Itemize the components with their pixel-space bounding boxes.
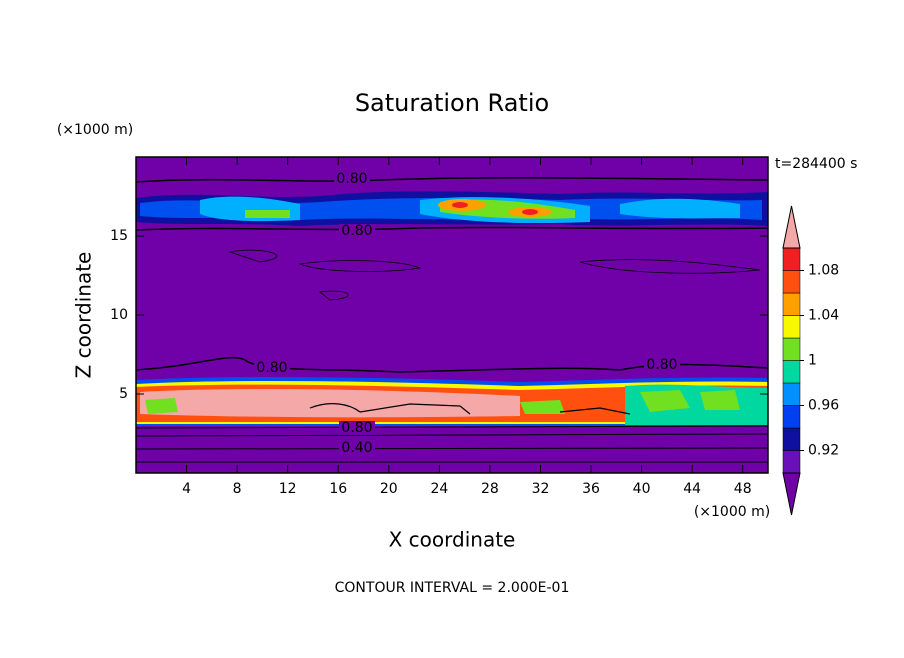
field	[136, 157, 768, 473]
contours	[135, 176, 769, 463]
colorbar-under	[782, 472, 801, 516]
x-tick-label: 32	[532, 481, 550, 497]
field-band	[145, 390, 740, 414]
contour-label: 0.80	[341, 420, 372, 436]
x-axis-label: X coordinate	[389, 528, 516, 552]
x-tick-label: 36	[582, 481, 600, 497]
colorbar-box	[782, 315, 801, 339]
footer: CONTOUR INTERVAL = 2.000E-01	[335, 580, 570, 596]
colorbar-box	[782, 450, 801, 474]
x-tick-label: 16	[329, 481, 347, 497]
contour-line	[228, 249, 761, 301]
colorbar-box	[782, 337, 801, 361]
y-axis-label: Z coordinate	[72, 252, 96, 379]
field-band	[522, 209, 538, 215]
x-unit: (×1000 m)	[694, 504, 770, 520]
x-tick-label: 28	[481, 481, 499, 497]
y-unit: (×1000 m)	[57, 122, 133, 138]
y-tick-label: 5	[119, 386, 128, 402]
contour-label-bg	[339, 441, 375, 455]
colorbar-box	[782, 247, 801, 271]
contour-label-bg	[644, 358, 680, 372]
contour-line	[135, 226, 769, 231]
contour-label: 0.80	[336, 171, 367, 187]
contour-label-bg	[254, 361, 290, 375]
x-tick-label: 24	[430, 481, 448, 497]
colorbar-over	[782, 205, 801, 249]
contour-label: 0.80	[341, 223, 372, 239]
contour-line	[135, 176, 769, 183]
contour-label: 0.80	[646, 357, 677, 373]
contour-label: 0.80	[256, 360, 287, 376]
field-band	[452, 202, 468, 208]
y-tick-label: 10	[110, 307, 128, 323]
contour-line	[135, 425, 769, 463]
colorbar-box	[782, 405, 801, 429]
contour-label-bg	[334, 172, 370, 186]
colorbar-box	[782, 382, 801, 406]
contour-label-bg	[339, 421, 375, 435]
colorbar-box	[782, 360, 801, 384]
y-tick-label: 15	[110, 228, 128, 244]
colorbar-tick-label: 1	[808, 353, 817, 369]
contour-label: 0.40	[341, 440, 372, 456]
colorbar-tick-label: 0.96	[808, 398, 839, 414]
x-tick-label: 44	[683, 481, 701, 497]
colorbar-box	[782, 292, 801, 316]
colorbar-box	[782, 270, 801, 294]
x-tick-label: 20	[380, 481, 398, 497]
x-tick-label: 40	[633, 481, 651, 497]
colorbar-tick-label: 1.04	[808, 308, 839, 324]
colorbar-tick-label: 1.08	[808, 263, 839, 279]
colorbar-box	[782, 427, 801, 451]
x-tick-label: 48	[734, 481, 752, 497]
x-tick-label: 12	[279, 481, 297, 497]
colorbar-tick-label: 0.92	[808, 443, 839, 459]
x-tick-label: 4	[182, 481, 191, 497]
x-tick-label: 8	[233, 481, 242, 497]
chart-title: Saturation Ratio	[355, 89, 549, 117]
field-band	[245, 199, 575, 219]
contour-label-bg	[339, 224, 375, 238]
contour-line	[309, 403, 631, 415]
time-label: t=284400 s	[775, 156, 857, 172]
